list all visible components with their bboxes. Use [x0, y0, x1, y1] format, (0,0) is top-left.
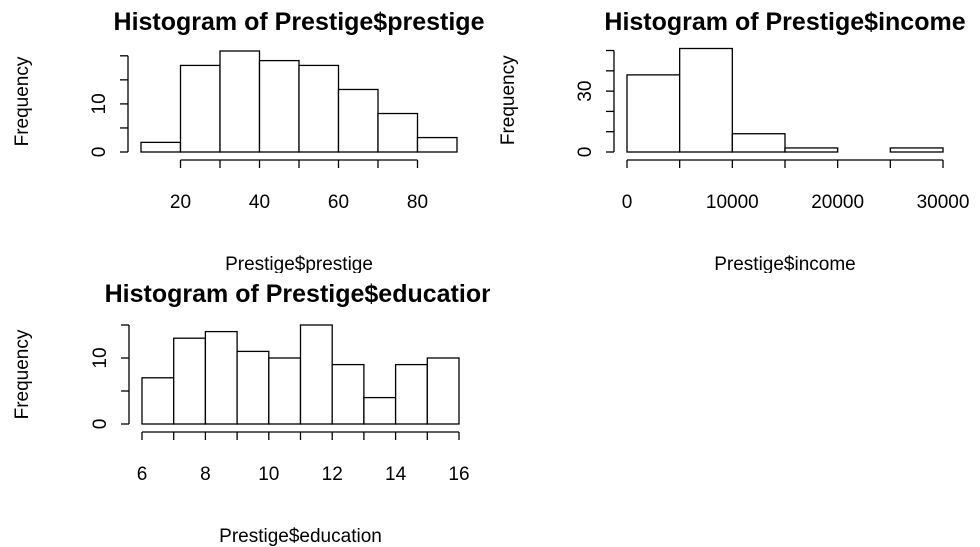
y-tick-label: 10: [89, 93, 110, 114]
bar: [299, 324, 333, 425]
bar: [298, 64, 340, 153]
x-axis-label: Prestige$education: [219, 526, 382, 547]
bar: [679, 47, 733, 153]
bar: [731, 133, 786, 153]
bar: [179, 64, 221, 153]
chart-title: Histogram of Prestige$education: [105, 280, 497, 308]
x-tick-label: 10: [258, 464, 279, 485]
y-tick-label: 10: [90, 347, 111, 368]
bar: [626, 74, 681, 153]
chart-title: Histogram of Prestige$prestige: [114, 8, 485, 36]
y-axis-label: Frequency: [12, 329, 33, 419]
bar: [337, 88, 379, 153]
bar: [416, 136, 458, 153]
bar: [784, 147, 839, 153]
bar: [268, 357, 302, 425]
x-tick-label: 14: [385, 464, 407, 485]
bar: [377, 112, 419, 153]
chart-title: Histogram of Prestige$income: [604, 8, 965, 36]
x-tick-label: 20: [170, 192, 191, 213]
x-tick-label: 8: [200, 464, 211, 485]
y-tick-label: 30: [575, 81, 596, 102]
bar: [426, 357, 460, 425]
x-tick-label: 30000: [917, 192, 970, 213]
x-tick-label: 0: [622, 192, 633, 213]
panel: 6 8 10 12 14 16 0 10 Histogram of Prestige$educa…: [12, 280, 497, 547]
y-axis-label: Frequency: [12, 56, 33, 146]
x-axis-label: Prestige$prestige: [225, 254, 373, 275]
x-tick-label: 60: [328, 192, 349, 213]
x-tick-label: 20000: [811, 192, 864, 213]
bar: [394, 363, 428, 425]
x-tick-label: 80: [407, 192, 428, 213]
x-axis-label: Prestige$income: [714, 254, 856, 275]
x-tick-label: 6: [137, 464, 148, 485]
bar: [258, 59, 300, 153]
bar: [173, 337, 207, 425]
bar: [889, 147, 944, 153]
y-tick-label: 0: [575, 147, 596, 158]
x-tick-label: 16: [448, 464, 469, 485]
x-tick-label: 10000: [706, 192, 759, 213]
x-tick-label: 12: [322, 464, 343, 485]
bar: [141, 377, 175, 425]
bar: [219, 50, 261, 153]
panel: 0 10000 20000 30000 0 30 Histogram of Prestige…: [498, 8, 970, 275]
bar: [236, 350, 270, 425]
y-tick-label: 0: [89, 147, 110, 158]
x-tick-label: 40: [249, 192, 270, 213]
bar: [331, 363, 365, 425]
bar: [204, 330, 238, 425]
bar: [363, 396, 397, 425]
y-axis-label: Frequency: [498, 55, 519, 145]
y-tick-label: 0: [90, 419, 111, 430]
panel: 20 40 60 80 0 10 Histogram of Prestige$prestig…: [12, 8, 485, 275]
bar: [140, 141, 182, 153]
